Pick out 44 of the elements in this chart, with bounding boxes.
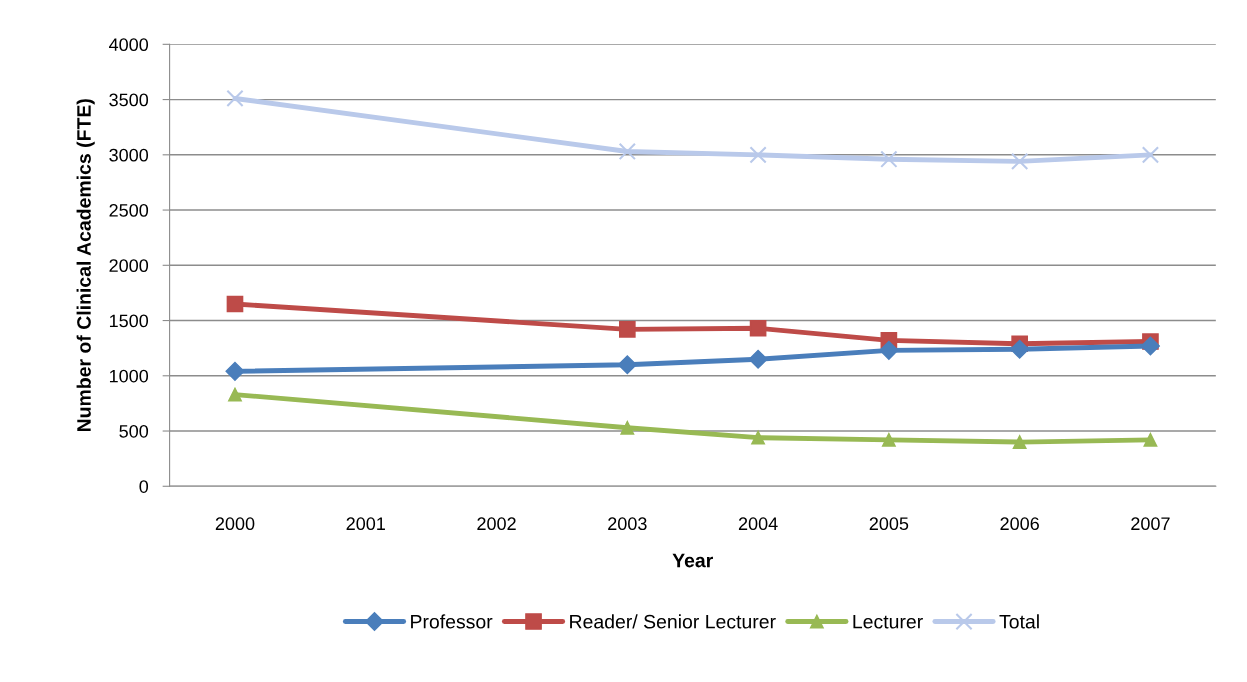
point <box>880 150 898 168</box>
x-axis-title: Year <box>672 553 713 568</box>
point <box>879 340 899 360</box>
legend-label: Professor <box>411 614 493 629</box>
point <box>748 349 768 369</box>
y-tick-label: 0 <box>139 480 149 493</box>
x-tick-label: 2005 <box>869 517 909 531</box>
point <box>749 146 767 164</box>
legend-label: Lecturer <box>853 614 923 629</box>
x-tick-label: 2004 <box>738 517 778 531</box>
y-tick-label: 2000 <box>109 259 149 273</box>
y-tick-label: 1000 <box>109 369 149 383</box>
x-tick-label: 2002 <box>477 517 516 531</box>
y-tick-label: 2500 <box>109 203 149 217</box>
point <box>226 295 244 313</box>
y-tick-label: 3000 <box>109 148 149 162</box>
x-tick-label: 2000 <box>215 517 255 531</box>
point <box>225 361 245 381</box>
point <box>618 321 636 338</box>
y-axis-title: Number of Clinical Academics (FTE) <box>76 99 95 432</box>
point <box>1143 432 1158 447</box>
point <box>618 142 636 161</box>
point <box>751 430 766 445</box>
y-tick-label: 1500 <box>109 314 149 328</box>
point <box>881 432 896 447</box>
x-tick-label: 2001 <box>346 517 385 531</box>
point <box>228 387 242 402</box>
legend-label: Reader/ Senior Lecturer <box>570 614 776 629</box>
point <box>749 319 767 337</box>
point <box>1140 336 1160 356</box>
point <box>1010 339 1030 359</box>
x-tick-label: 2007 <box>1131 517 1170 531</box>
legend-label: Total <box>999 614 1039 629</box>
x-tick-label: 2003 <box>608 517 647 531</box>
y-tick-label: 500 <box>119 424 149 438</box>
y-tick-label: 4000 <box>109 38 149 52</box>
point <box>226 89 244 108</box>
point <box>617 355 637 375</box>
point <box>1010 152 1029 171</box>
y-tick-label: 3500 <box>109 93 149 107</box>
point <box>620 420 635 435</box>
point <box>1012 435 1027 450</box>
x-tick-label: 2006 <box>1000 517 1039 531</box>
point <box>1141 146 1160 164</box>
